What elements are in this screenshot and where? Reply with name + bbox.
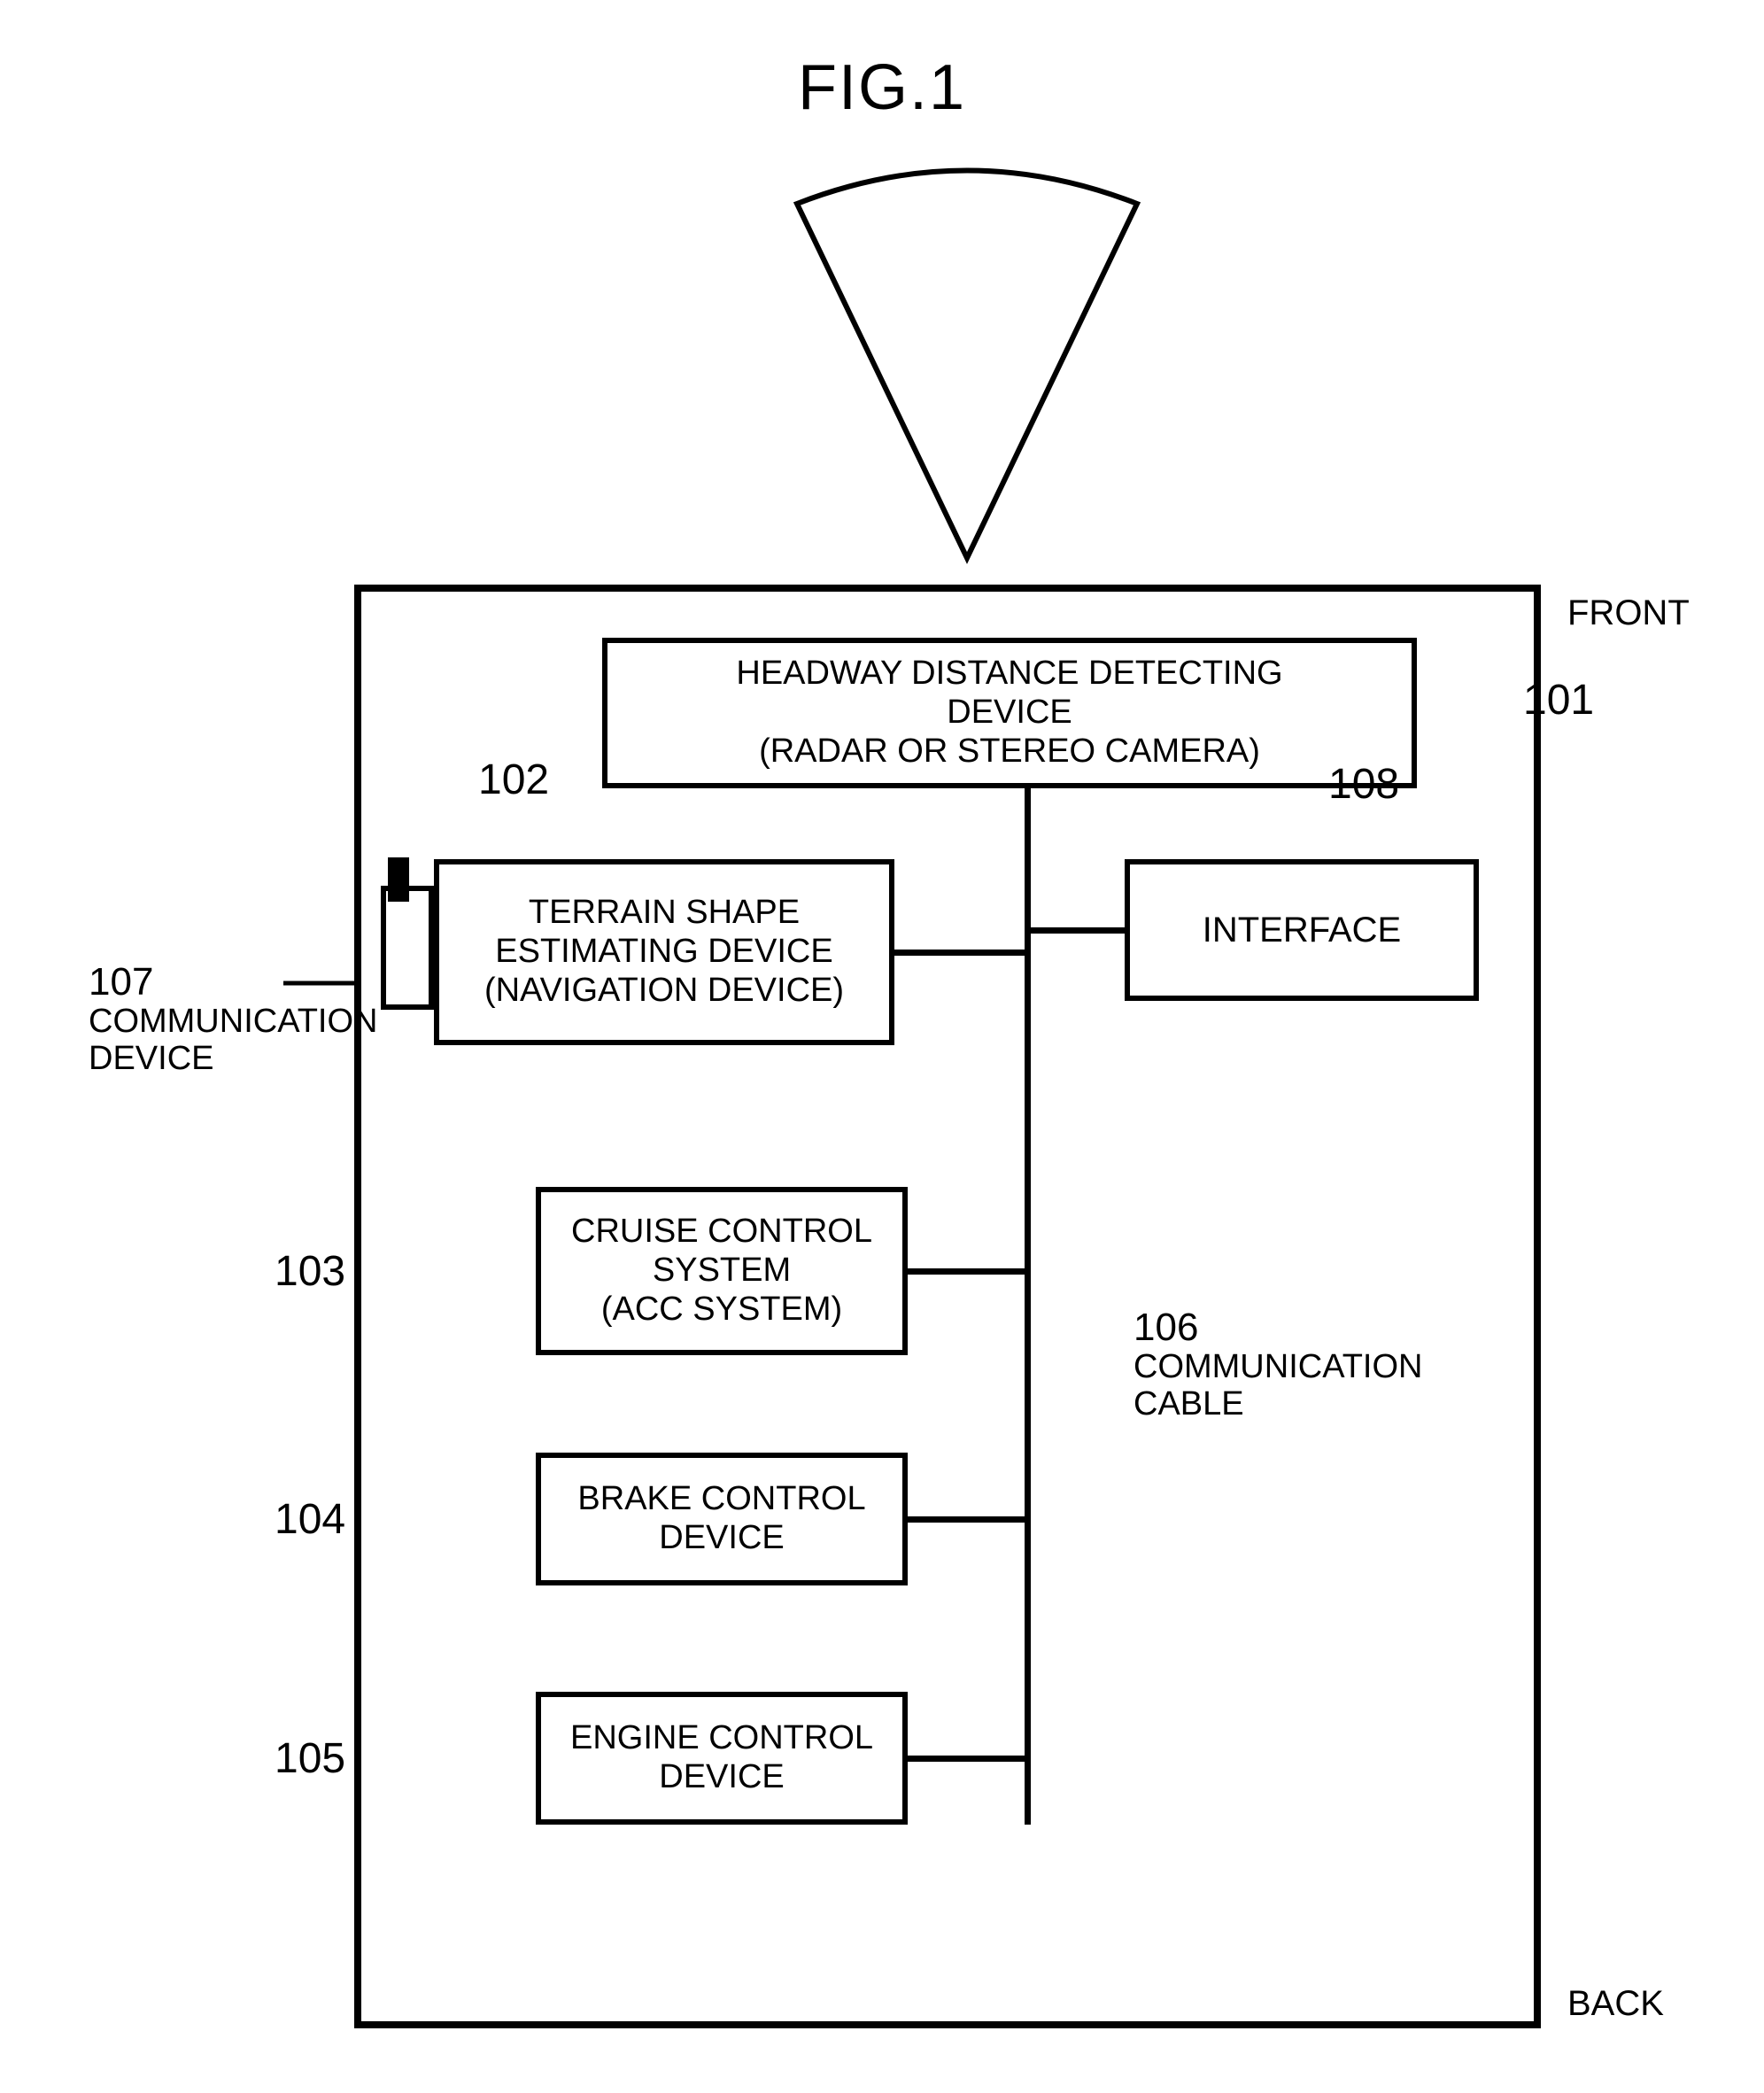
- callout-104: 104: [275, 1497, 345, 1544]
- back-label: BACK: [1567, 1984, 1664, 2023]
- node-cruise-line: (ACC SYSTEM): [601, 1291, 842, 1329]
- callout-103: 103: [275, 1249, 345, 1296]
- node-cruise-line: SYSTEM: [653, 1252, 791, 1291]
- callout-102-text: 102: [478, 757, 549, 804]
- callout-107-text: 107: [89, 961, 378, 1004]
- node-headway: HEADWAY DISTANCE DETECTINGDEVICE(RADAR O…: [602, 638, 1417, 788]
- callout-105-text: 105: [275, 1736, 345, 1783]
- callout-101: 101: [1523, 678, 1594, 725]
- comm-device-antenna-icon: [388, 857, 409, 902]
- callout-106: 106COMMUNICATIONCABLE: [1133, 1306, 1423, 1423]
- callout-101-text: 101: [1523, 678, 1594, 725]
- callout-106-text: CABLE: [1133, 1386, 1423, 1423]
- callout-107: 107COMMUNICATIONDEVICE: [89, 961, 378, 1078]
- callout-104-text: 104: [275, 1497, 345, 1544]
- node-headway-line: (RADAR OR STEREO CAMERA): [759, 733, 1260, 771]
- node-engine-line: ENGINE CONTROL: [570, 1719, 873, 1758]
- node-cruise: CRUISE CONTROLSYSTEM(ACC SYSTEM): [536, 1187, 908, 1355]
- callout-108-text: 108: [1328, 762, 1399, 809]
- bus-branch: [908, 1268, 1027, 1275]
- bus-branch: [908, 1756, 1027, 1762]
- front-label: FRONT: [1567, 593, 1690, 632]
- callout-105: 105: [275, 1736, 345, 1783]
- radar-cone-icon: [797, 171, 1137, 559]
- node-interface: INTERFACE: [1125, 859, 1479, 1001]
- callout-107-text: COMMUNICATION: [89, 1004, 378, 1041]
- node-engine: ENGINE CONTROLDEVICE: [536, 1692, 908, 1825]
- node-brake: BRAKE CONTROLDEVICE: [536, 1453, 908, 1585]
- bus-branch: [894, 950, 1027, 956]
- node-terrain-line: ESTIMATING DEVICE: [495, 933, 832, 972]
- comm-device-body: [381, 886, 434, 1010]
- node-headway-line: DEVICE: [947, 694, 1072, 733]
- callout-106-text: COMMUNICATION: [1133, 1349, 1423, 1386]
- node-terrain: TERRAIN SHAPEESTIMATING DEVICE(NAVIGATIO…: [434, 859, 894, 1045]
- callout-106-text: 106: [1133, 1306, 1423, 1349]
- bus-branch: [1027, 927, 1125, 934]
- figure-stage: FIG.1FRONTBACKHEADWAY DISTANCE DETECTING…: [0, 0, 1764, 2093]
- callout-103-text: 103: [275, 1249, 345, 1296]
- node-interface-line: INTERFACE: [1203, 910, 1401, 950]
- bus-branch: [908, 1516, 1027, 1523]
- node-brake-line: DEVICE: [659, 1519, 784, 1558]
- callout-107-text: DEVICE: [89, 1041, 378, 1078]
- node-terrain-line: (NAVIGATION DEVICE): [484, 972, 844, 1011]
- callout-108: 108: [1328, 762, 1399, 809]
- node-brake-line: BRAKE CONTROL: [577, 1480, 865, 1519]
- node-engine-line: DEVICE: [659, 1758, 784, 1797]
- bus-line: [1025, 788, 1031, 1825]
- node-cruise-line: CRUISE CONTROL: [571, 1213, 872, 1252]
- node-terrain-line: TERRAIN SHAPE: [529, 894, 800, 933]
- callout-102: 102: [478, 757, 549, 804]
- node-headway-line: HEADWAY DISTANCE DETECTING: [736, 655, 1282, 694]
